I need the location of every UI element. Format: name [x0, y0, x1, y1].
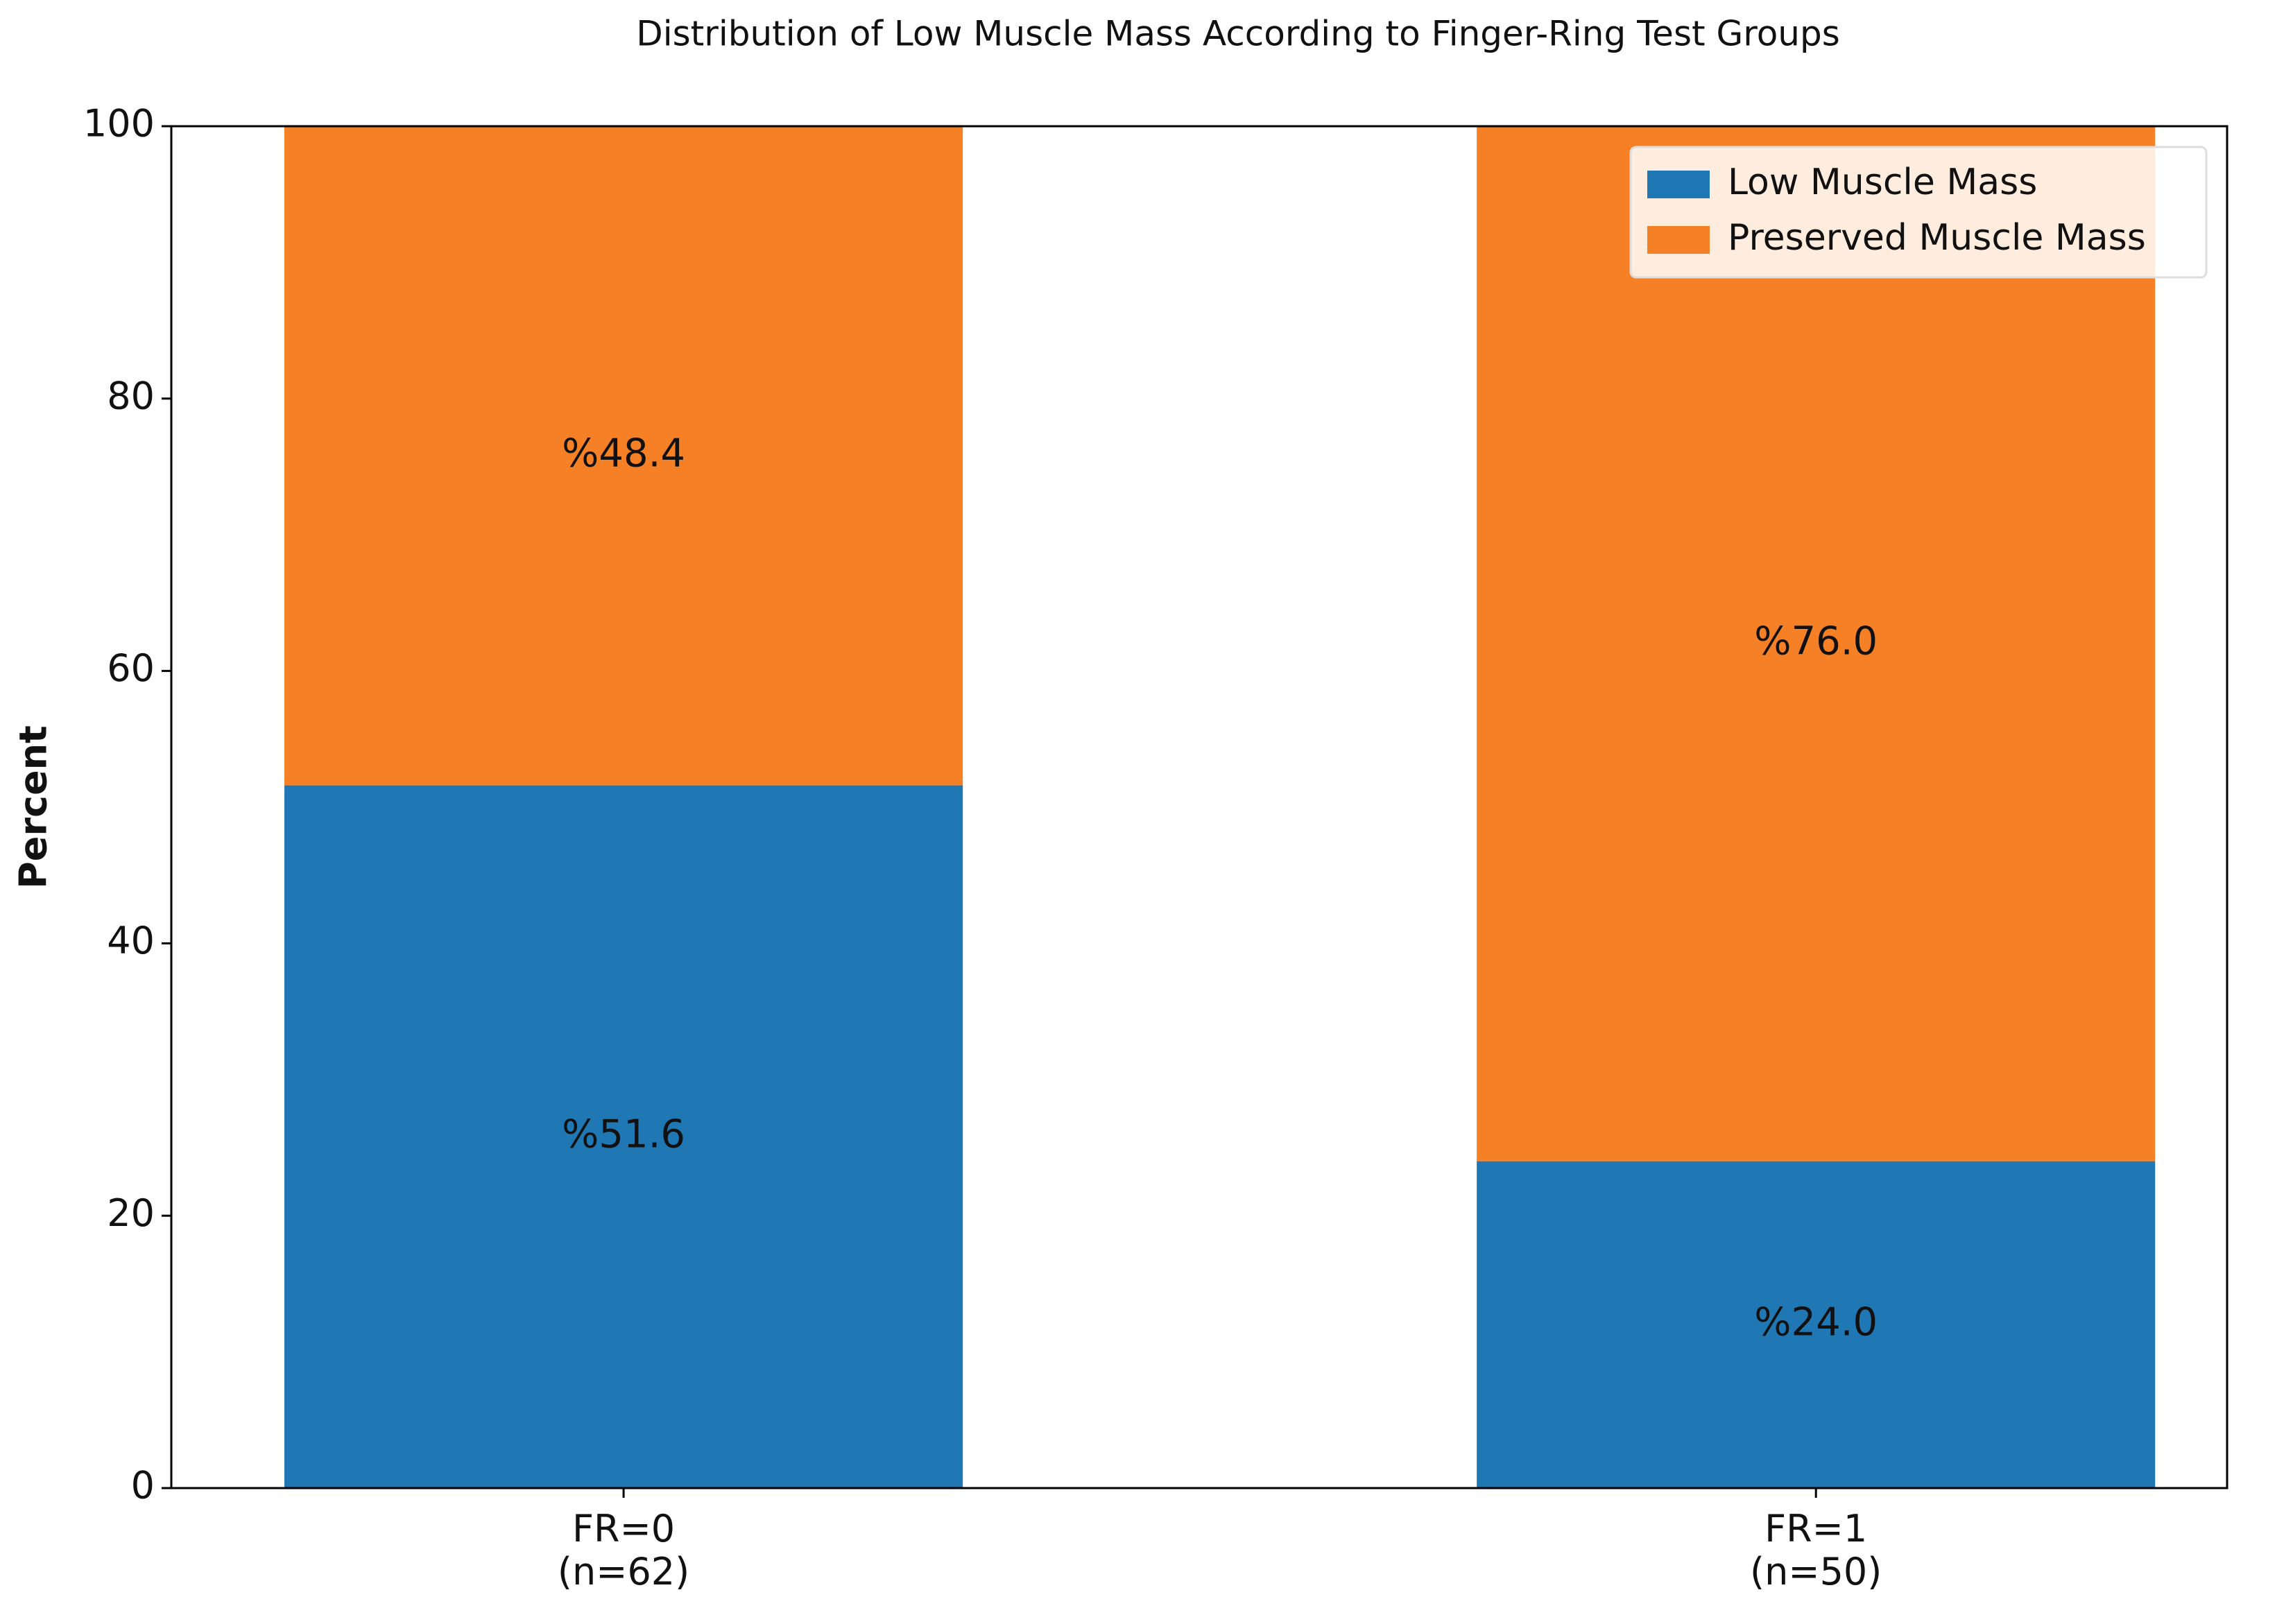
data-label: %76.0	[1754, 619, 1878, 664]
data-label: %48.4	[562, 431, 685, 476]
x-tick-label: FR=0 (n=62)	[558, 1507, 689, 1593]
y-tick-label: 80	[107, 374, 155, 417]
data-label: %24.0	[1754, 1299, 1878, 1345]
legend-swatch	[1647, 171, 1710, 198]
bar-segment	[1477, 126, 2156, 1161]
plot-frame	[170, 125, 2228, 1489]
y-tick-label: 60	[107, 646, 155, 690]
legend-box	[1629, 146, 2208, 279]
x-tick-label: FR=1 (n=50)	[1750, 1507, 1882, 1593]
chart-title: Distribution of Low Muscle Mass Accordin…	[636, 14, 1840, 54]
y-axis-label: Percent	[12, 725, 55, 889]
data-label: %51.6	[562, 1112, 685, 1157]
bar-segment	[284, 126, 963, 786]
legend-label: Preserved Muscle Mass	[1728, 217, 2146, 259]
bar-segment	[1477, 1161, 2156, 1488]
legend-swatch	[1647, 226, 1710, 254]
y-tick-label: 0	[131, 1464, 155, 1508]
y-tick-label: 100	[83, 102, 155, 146]
y-tick-label: 20	[107, 1191, 155, 1235]
y-tick-label: 40	[107, 919, 155, 962]
legend-label: Low Muscle Mass	[1728, 162, 2037, 203]
bar-segment	[284, 785, 963, 1488]
